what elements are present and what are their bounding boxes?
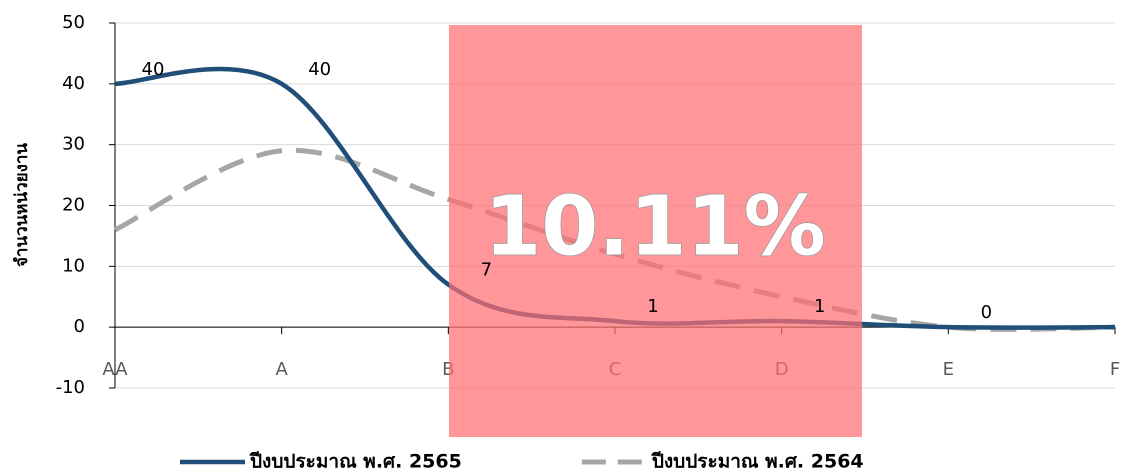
y-tick-label: 40 [62,73,85,94]
data-label: 7 [481,260,492,281]
x-tick-label: AA [102,359,128,380]
legend-label: ปีงบประมาณ พ.ศ. 2564 [651,451,864,473]
annotation: 10.11% [484,179,826,274]
data-label: 40 [308,59,331,80]
labels: 404071100 [142,59,993,323]
legend-label: ปีงบประมาณ พ.ศ. 2565 [249,451,462,473]
y-tick-label: 0 [74,316,85,337]
data-label: 0 [981,302,992,323]
x-tick-label: F [1110,359,1120,380]
y-tick-label: -10 [56,377,85,398]
y-tick-label: 30 [62,134,85,155]
data-label: 1 [647,296,658,317]
y-tick-label: 50 [62,12,85,33]
y-axis-title: จำนวนหน่วยงาน [12,143,32,267]
x-tick-label: E [943,359,954,380]
data-label: 40 [142,59,165,80]
y-tick-label: 20 [62,195,85,216]
highlight-region [449,25,862,437]
x-tick-label: A [276,359,289,380]
data-label: 1 [814,296,825,317]
y-tick-label: 10 [62,255,85,276]
